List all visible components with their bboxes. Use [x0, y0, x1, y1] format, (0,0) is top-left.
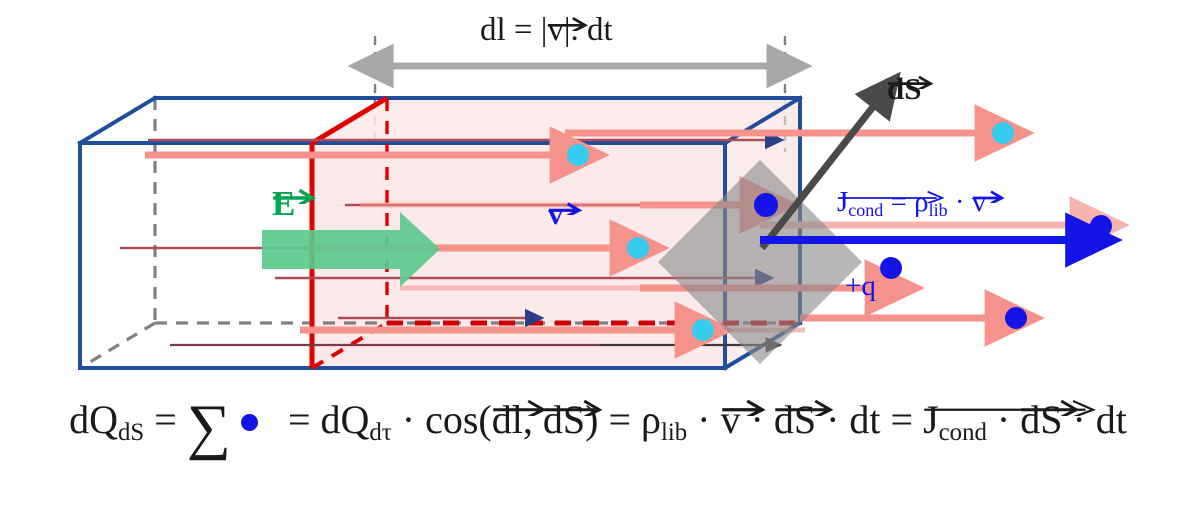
eq-dQdtau: dQdτ: [320, 397, 392, 446]
v-drift-label: v: [548, 200, 582, 230]
dl-v-vector: v: [547, 14, 589, 47]
eq-cos-open: cos(: [425, 397, 492, 442]
dS-over-arrow: dS: [887, 73, 934, 104]
dl-dt: dt: [587, 12, 613, 48]
eq-dl-vector: dl: [492, 396, 547, 443]
E-over-arrow: E: [272, 186, 316, 221]
eq-dS-vector-2: dS: [774, 396, 834, 443]
eq-equals-2: =: [287, 397, 311, 442]
eq-cos-close: ): [585, 397, 599, 442]
jcond-subscript: cond: [848, 200, 884, 221]
jcond-rho: ρ: [914, 186, 929, 218]
eq-v-vector: v: [721, 396, 766, 443]
jcond-v-vector: v: [972, 188, 1005, 217]
jcond-symbol: J: [837, 186, 849, 218]
eq-sigma: ∑: [186, 393, 231, 461]
dl-measure-text: dl: [480, 12, 506, 48]
dl-measure-label: dl = |v |. dt: [480, 14, 613, 47]
dS-vector-arrow: [759, 71, 901, 251]
eq-cdot-2: ·: [697, 397, 711, 442]
v-over-arrow: v: [548, 200, 582, 230]
eq-comma: ,: [522, 397, 533, 442]
dl-eq-sign: =: [513, 12, 533, 48]
eq-cdot-4: ·: [826, 397, 840, 442]
eq-dS-vector-3: dS: [1020, 396, 1080, 443]
dS-vector-label: dS: [887, 73, 934, 104]
eq-cdot-1: ·: [401, 397, 416, 442]
eq-equals-3: =: [608, 397, 632, 442]
charge-particles: [567, 122, 1112, 341]
eq-bullet-particle: [240, 414, 258, 431]
eq-dS-vector-1: dS: [543, 396, 603, 443]
J-cond-equation-label: Jcond = ρlib · v: [837, 186, 1005, 221]
jcond-over-arrow: Jcond: [837, 186, 945, 221]
dl-abs-open: |: [540, 12, 548, 48]
eq-cdot-5: ·: [996, 397, 1011, 442]
eq-cdot-3: ·: [750, 397, 764, 442]
jcond-cdot: ·: [954, 186, 965, 218]
eq-jcond-vector: Jcond: [923, 396, 1097, 447]
eq-dt-2: dt: [1095, 397, 1127, 442]
eq-equals-4: =: [890, 397, 914, 442]
dl-dot: .: [570, 12, 579, 48]
eq-cdot-6: ·: [1072, 397, 1086, 442]
dS-surface: [658, 160, 862, 364]
dl-abs-close: |: [563, 12, 571, 48]
E-field-label: E: [272, 186, 316, 221]
eq-dQdS: dQdS: [69, 397, 145, 446]
eq-rho: ρlib: [641, 397, 688, 446]
eq-equals-1: =: [154, 397, 177, 442]
E-field-arrow: [262, 212, 440, 287]
jcond-rho-sub: lib: [928, 200, 948, 221]
swept-volume-fill: [312, 98, 800, 368]
main-equation: dQdS = ∑ = dQdτ · cos(dl, dS) = ρlib · v…: [0, 392, 1196, 463]
jcond-equals: =: [890, 186, 907, 218]
charge-q-label: +q: [845, 270, 876, 302]
eq-dt-1: dt: [849, 397, 881, 442]
